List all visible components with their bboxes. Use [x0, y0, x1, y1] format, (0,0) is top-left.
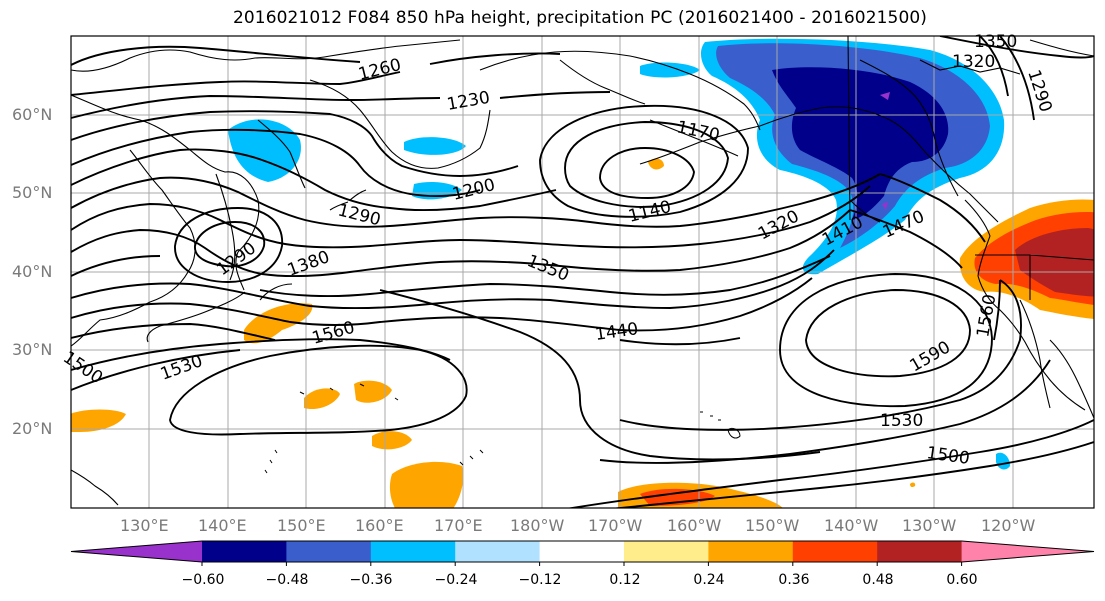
colorbar-segment — [624, 541, 709, 562]
contour-label: 1530 — [880, 411, 923, 431]
longitude-label: 130°W — [902, 516, 957, 535]
colorbar-segment — [539, 541, 625, 562]
latitude-label: 40°N — [12, 262, 53, 281]
longitude-label: 120°W — [981, 516, 1036, 535]
colorbar-extend-min — [71, 541, 202, 562]
graticule — [71, 36, 1094, 508]
precip-positive-areas — [71, 158, 1094, 508]
latitude-label: 60°N — [12, 105, 53, 124]
colorbar-segment — [792, 541, 878, 562]
colorbar-segment — [455, 541, 541, 562]
longitude-label: 150°W — [745, 516, 800, 535]
colorbar-tick-label: 0.12 — [609, 572, 641, 588]
contour-label: 1350 — [974, 32, 1017, 52]
colorbar — [70, 540, 1095, 566]
longitude-label: 180°W — [510, 516, 565, 535]
colorbar-segment — [708, 541, 794, 562]
colorbar-tick-label: 0.60 — [946, 572, 978, 588]
latitude-label: 30°N — [12, 340, 53, 359]
islands — [264, 383, 741, 474]
colorbar-tick-label: 0.36 — [778, 572, 810, 588]
height-contours — [71, 36, 1094, 508]
contour-label: 1320 — [952, 52, 995, 72]
colorbar-tick-label: −0.48 — [265, 572, 309, 588]
longitude-label: 140°W — [824, 516, 879, 535]
colorbar-segment — [370, 541, 456, 562]
colorbar-tick-label: −0.12 — [518, 572, 562, 588]
colorbar-tick-label: −0.60 — [181, 572, 225, 588]
longitude-label: 170°W — [588, 516, 643, 535]
colorbar-tick-label: 0.48 — [862, 572, 894, 588]
longitude-label: 170°E — [434, 516, 483, 535]
latitude-label: 20°N — [12, 419, 53, 438]
colorbar-tick-label: 0.24 — [693, 572, 725, 588]
longitude-label: 130°E — [120, 516, 169, 535]
colorbar-segment — [202, 541, 287, 562]
colorbar-tick-label: −0.36 — [349, 572, 393, 588]
map-frame — [70, 35, 1095, 509]
colorbar-segment — [286, 541, 372, 562]
longitude-label: 140°E — [198, 516, 247, 535]
coastlines — [71, 36, 1094, 506]
colorbar-extend-max — [961, 541, 1094, 562]
longitude-label: 150°E — [277, 516, 326, 535]
longitude-label: 160°E — [355, 516, 404, 535]
longitude-label: 160°W — [667, 516, 722, 535]
latitude-label: 50°N — [12, 183, 53, 202]
map-title: 2016021012 F084 850 hPa height, precipit… — [232, 8, 928, 28]
colorbar-segment — [877, 541, 963, 562]
colorbar-tick-label: −0.24 — [434, 572, 478, 588]
